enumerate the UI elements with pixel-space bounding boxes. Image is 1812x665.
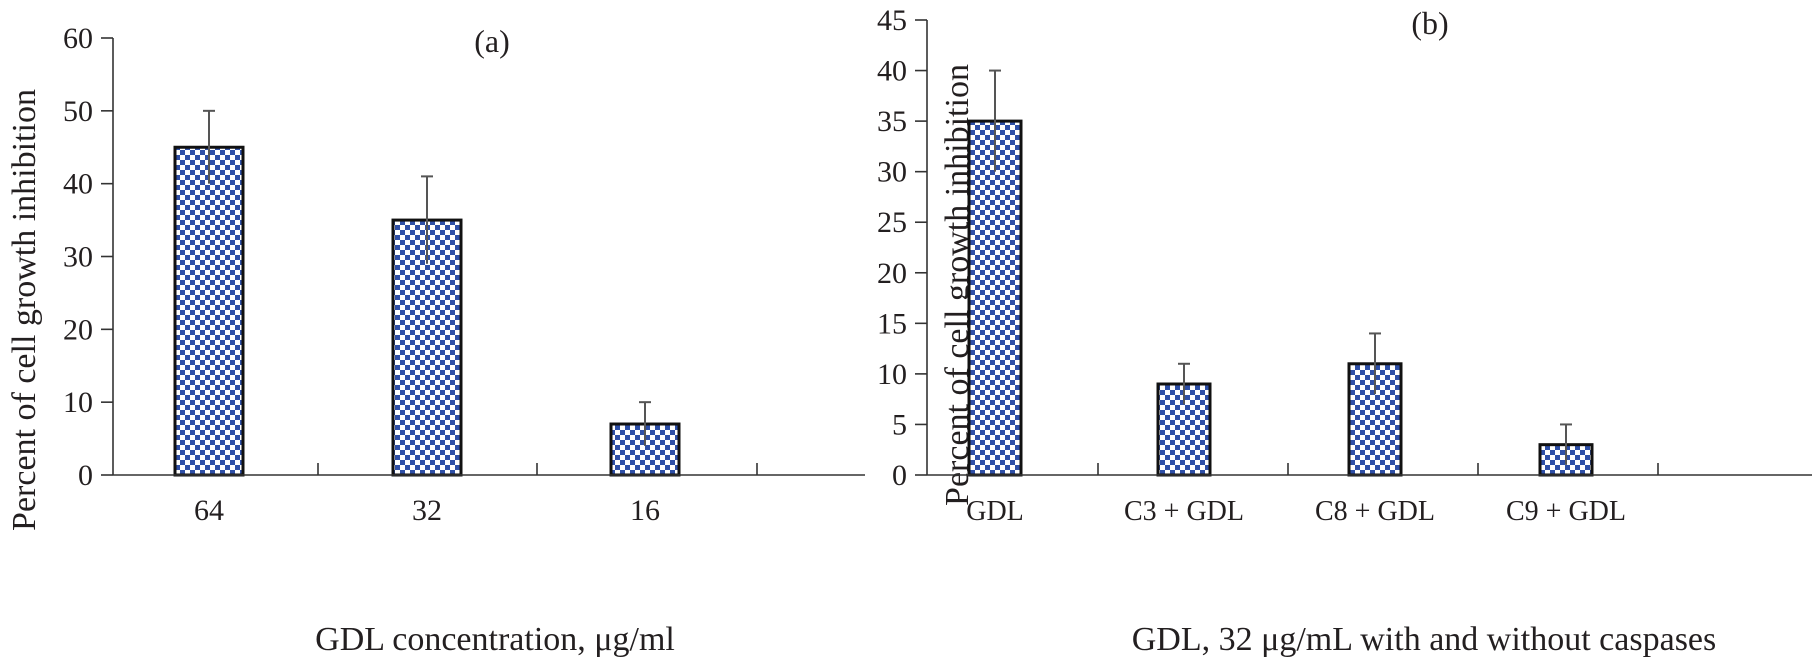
panel-label-a: (a) bbox=[474, 23, 510, 59]
chart-panel-b: (b) Percent of cell growth inhibition GD… bbox=[877, 4, 1812, 658]
x-tick-label-b: GDL bbox=[966, 496, 1024, 527]
y-axis-b: 0 5 10 15 20 25 30 35 40 45 bbox=[877, 4, 928, 492]
y-tick-label-a: 30 bbox=[63, 241, 93, 274]
x-axis-b: GDL C3 + GDL C8 + GDL C9 + GDL bbox=[927, 463, 1812, 527]
y-tick-label-b: 10 bbox=[877, 358, 907, 391]
y-tick-label-a: 50 bbox=[63, 95, 93, 128]
x-tick-label-a: 32 bbox=[412, 494, 442, 527]
y-tick-label-b: 45 bbox=[877, 4, 907, 37]
y-axis-title-a: Percent of cell growth inhibition bbox=[6, 89, 43, 531]
y-tick-label-b: 5 bbox=[892, 408, 907, 441]
y-tick-label-a: 60 bbox=[63, 22, 93, 55]
bars-b bbox=[967, 69, 1594, 477]
panel-label-b: (b) bbox=[1411, 5, 1448, 41]
x-axis-title-b: GDL, 32 μg/mL with and without caspases bbox=[1132, 621, 1717, 658]
x-axis-title-a: GDL concentration, μg/ml bbox=[315, 621, 675, 658]
y-tick-label-b: 15 bbox=[877, 307, 907, 340]
y-tick-label-b: 35 bbox=[877, 105, 907, 138]
x-tick-label-b: C9 + GDL bbox=[1506, 496, 1626, 527]
y-tick-label-a: 40 bbox=[63, 168, 93, 201]
y-tick-label-a: 0 bbox=[78, 459, 93, 492]
y-tick-label-a: 20 bbox=[63, 313, 93, 346]
chart-panel-a: (a) Percent of cell growth inhibition GD… bbox=[6, 22, 865, 658]
y-tick-label-b: 0 bbox=[892, 459, 907, 492]
x-tick-label-a: 16 bbox=[630, 494, 660, 527]
bar-a-0 bbox=[173, 145, 245, 477]
x-tick-label-b: C8 + GDL bbox=[1315, 496, 1435, 527]
x-tick-label-a: 64 bbox=[194, 494, 224, 527]
y-tick-label-a: 10 bbox=[63, 386, 93, 419]
y-tick-label-b: 30 bbox=[877, 156, 907, 189]
bar-b-0 bbox=[967, 119, 1023, 477]
x-tick-label-b: C3 + GDL bbox=[1124, 496, 1244, 527]
bars-a bbox=[173, 109, 681, 477]
y-tick-label-b: 40 bbox=[877, 55, 907, 88]
y-axis-a: 0 10 20 30 40 50 60 bbox=[63, 22, 114, 492]
y-tick-label-b: 20 bbox=[877, 257, 907, 290]
y-tick-label-b: 25 bbox=[877, 206, 907, 239]
x-axis-a: 64 32 16 bbox=[113, 463, 865, 527]
